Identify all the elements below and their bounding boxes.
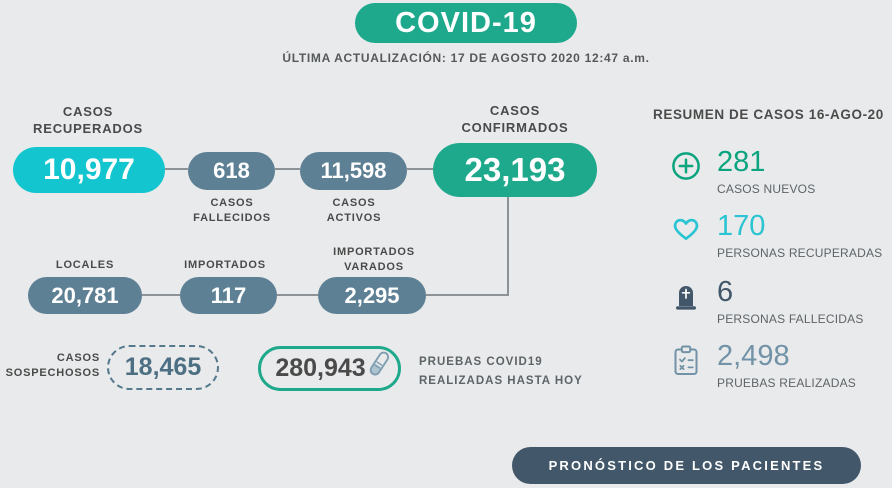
label-casos-confirmados: CASOS CONFIRMADOS: [461, 103, 569, 135]
summary-item-casos-nuevos: 281 CASOS NUEVOS: [670, 147, 815, 196]
summary-label: PERSONAS FALLECIDAS: [717, 312, 864, 327]
page-title: COVID-19: [355, 3, 577, 43]
stat-importados-varados: 2,295: [318, 277, 426, 314]
test-tube-icon: [362, 348, 392, 384]
plus-circle-icon: [670, 151, 702, 181]
label-casos-sospechosos: CASOS SOSPECHOSOS: [5, 352, 100, 379]
stat-locales: 20,781: [28, 277, 142, 314]
stat-pruebas-totales: 280,943: [258, 346, 401, 391]
heart-icon: [670, 215, 702, 242]
summary-label: PRUEBAS REALIZADAS: [717, 376, 856, 391]
connector-line: [407, 168, 433, 170]
connector-line: [165, 168, 188, 170]
summary-item-personas-recuperadas: 170 PERSONAS RECUPERADAS: [670, 211, 882, 260]
connector-line: [277, 294, 318, 296]
summary-value: 6: [717, 276, 734, 308]
stat-casos-sospechosos: 18,465: [107, 345, 219, 390]
summary-value: 2,498: [717, 340, 790, 372]
summary-item-pruebas-realizadas: 2,498 PRUEBAS REALIZADAS: [670, 341, 856, 390]
label-importados: IMPORTADOS: [184, 259, 266, 271]
stat-casos-fallecidos: 618: [188, 152, 275, 190]
tombstone-icon: [670, 281, 702, 311]
connector-line: [426, 294, 509, 296]
connector-line: [275, 168, 300, 170]
summary-heading: RESUMEN DE CASOS 16-AGO-20: [653, 107, 884, 122]
summary-item-personas-fallecidas: 6 PERSONAS FALLECIDAS: [670, 277, 864, 326]
prognosis-button[interactable]: PRONÓSTICO DE LOS PACIENTES: [512, 447, 861, 484]
stat-casos-confirmados: 23,193: [433, 143, 597, 197]
stat-casos-recuperados: 10,977: [13, 147, 165, 193]
label-casos-activos: CASOS ACTIVOS: [326, 197, 382, 224]
pruebas-value: 280,943: [275, 354, 366, 382]
label-importados-varados: IMPORTADOS VARADOS: [333, 246, 415, 273]
summary-value: 170: [717, 210, 766, 242]
label-casos-recuperados: CASOS RECUPERADOS: [33, 104, 143, 136]
connector-line: [142, 294, 180, 296]
summary-label: PERSONAS RECUPERADAS: [717, 246, 883, 261]
label-pruebas-realizadas: PRUEBAS COVID19 REALIZADAS HASTA HOY: [419, 356, 583, 387]
stat-casos-activos: 11,598: [300, 152, 407, 190]
last-update-text: ÚLTIMA ACTUALIZACIÓN: 17 DE AGOSTO 2020 …: [282, 51, 650, 65]
clipboard-check-icon: [670, 345, 702, 376]
label-locales: LOCALES: [55, 259, 115, 271]
summary-label: CASOS NUEVOS: [717, 182, 816, 197]
label-casos-fallecidos: CASOS FALLECIDOS: [193, 197, 271, 224]
summary-value: 281: [717, 146, 766, 178]
stat-importados: 117: [180, 277, 277, 314]
connector-line: [507, 197, 509, 294]
